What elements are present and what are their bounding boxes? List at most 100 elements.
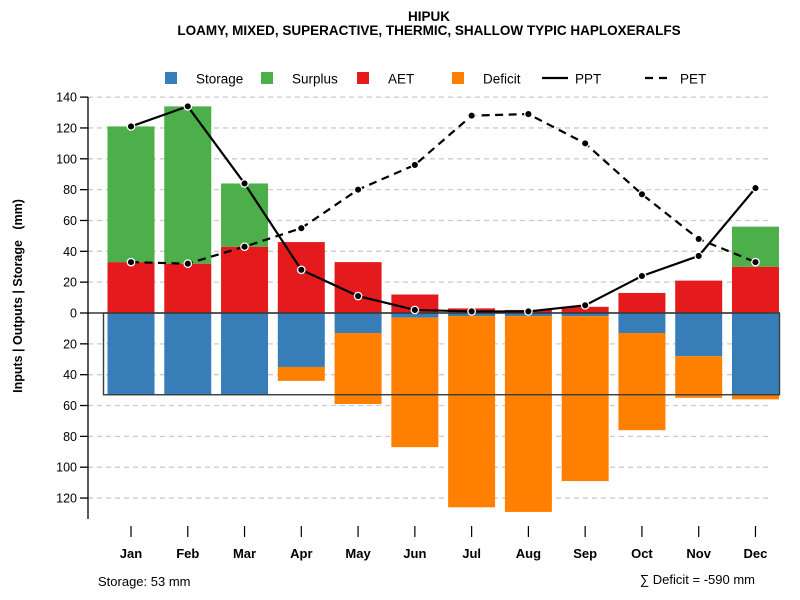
pet-marker-Feb <box>183 259 193 269</box>
y-tick-label-0: 0 <box>70 307 77 321</box>
ppt-marker-Apr <box>296 265 306 275</box>
bar-deficit-Dec <box>731 394 779 400</box>
bar-surplus-Jan <box>107 126 155 263</box>
y-tick-label-120: 120 <box>56 121 77 135</box>
bar-deficit-Nov <box>675 356 723 398</box>
y-tick-label--20: 20 <box>63 337 77 351</box>
month-label-Jan: Jan <box>120 546 142 561</box>
month-label-Jun: Jun <box>403 546 426 561</box>
ppt-marker-Jan <box>126 122 136 131</box>
bar-storage-Mar <box>221 313 269 395</box>
chart-title: HIPUK <box>408 9 450 24</box>
month-label-May: May <box>345 546 371 561</box>
bar-deficit-Jul <box>448 316 496 508</box>
y-tick-label--40: 40 <box>63 368 77 382</box>
ppt-marker-Dec <box>751 183 760 193</box>
chart-subtitle: LOAMY, MIXED, SUPERACTIVE, THERMIC, SHAL… <box>177 23 680 38</box>
month-label-Jul: Jul <box>462 546 481 561</box>
pet-marker-May <box>353 185 363 194</box>
bar-deficit-Aug <box>504 316 552 512</box>
y-tick-label--120: 120 <box>56 492 77 506</box>
legend-label-ppt: PPT <box>575 72 601 87</box>
bar-aet-Feb <box>164 263 212 313</box>
legend-swatch-storage <box>165 72 177 84</box>
chart-legend: Storage Surplus AET Deficit PPT PET <box>165 72 706 87</box>
ppt-marker-Oct <box>637 271 647 281</box>
bar-aet-Mar <box>221 246 269 313</box>
pet-marker-Mar <box>240 242 249 252</box>
y-tick-label--60: 60 <box>63 399 77 413</box>
bar-storage-Dec <box>731 313 779 395</box>
month-label-Sep: Sep <box>573 546 597 561</box>
bar-storage-May <box>334 313 382 334</box>
ppt-marker-Feb <box>183 102 193 111</box>
y-tick-label-20: 20 <box>63 276 77 290</box>
ppt-marker-May <box>353 291 363 301</box>
pet-marker-Aug <box>524 109 533 119</box>
pet-marker-Jul <box>467 111 476 120</box>
bar-aet-Nov <box>675 280 723 313</box>
month-label-Nov: Nov <box>686 546 711 561</box>
bar-storage-Feb <box>164 313 212 395</box>
pet-marker-Nov <box>694 234 704 244</box>
bar-aet-Jan <box>107 262 155 313</box>
ppt-marker-Aug <box>524 307 533 316</box>
ppt-marker-Jun <box>410 305 420 315</box>
bar-storage-Oct <box>618 313 666 334</box>
month-label-Mar: Mar <box>233 546 256 561</box>
bar-aet-Dec <box>731 266 779 313</box>
pet-marker-Dec <box>751 257 760 267</box>
pet-marker-Oct <box>637 189 647 199</box>
legend-label-pet: PET <box>680 72 706 87</box>
bar-deficit-Jun <box>391 317 439 448</box>
pet-marker-Sep <box>580 139 590 148</box>
ppt-marker-Jul <box>467 307 476 316</box>
ppt-marker-Nov <box>694 251 704 261</box>
y-tick-label-100: 100 <box>56 152 77 166</box>
y-tick-label-60: 60 <box>63 214 77 228</box>
legend-label-storage: Storage <box>196 72 243 87</box>
y-tick-label-80: 80 <box>63 183 77 197</box>
month-label-Dec: Dec <box>744 546 768 561</box>
legend-label-aet: AET <box>388 72 414 87</box>
y-tick-label--80: 80 <box>63 430 77 444</box>
bar-deficit-Sep <box>561 316 609 482</box>
plot-area: 140 120 100 80 60 40 20 0 20 40 60 80 100 120 Jan Feb Ma… <box>56 91 781 561</box>
bar-aet-Sep <box>561 306 609 313</box>
month-label-Aug: Aug <box>516 546 541 561</box>
pet-marker-Jun <box>410 160 420 170</box>
deficit-sum-annotation: ∑ Deficit = -590 mm <box>640 572 755 587</box>
y-tick-label--100: 100 <box>56 461 77 475</box>
legend-label-deficit: Deficit <box>483 72 521 87</box>
bar-storage-Apr <box>277 313 325 367</box>
bar-storage-Jun <box>391 313 439 318</box>
month-label-Oct: Oct <box>631 546 653 561</box>
y-tick-label-140: 140 <box>56 91 77 105</box>
bar-aet-May <box>334 262 382 313</box>
ppt-marker-Mar <box>240 179 249 188</box>
bar-storage-Sep <box>561 313 609 317</box>
ppt-marker-Sep <box>580 300 590 310</box>
bar-deficit-May <box>334 333 382 404</box>
y-tick-label-40: 40 <box>63 245 77 259</box>
bar-surplus-Mar <box>221 183 269 247</box>
bar-aet-Jun <box>391 294 439 313</box>
legend-swatch-aet <box>357 72 369 84</box>
bar-storage-Nov <box>675 313 723 357</box>
storage-annotation: Storage: 53 mm <box>98 574 191 589</box>
legend-swatch-deficit <box>452 72 464 84</box>
pet-marker-Apr <box>296 223 306 233</box>
bar-surplus-Feb <box>164 106 212 264</box>
month-label-Apr: Apr <box>290 546 312 561</box>
legend-swatch-surplus <box>261 72 273 84</box>
bar-deficit-Oct <box>618 333 666 431</box>
legend-label-surplus: Surplus <box>292 72 338 87</box>
month-label-Feb: Feb <box>176 546 199 561</box>
y-axis-title: Inputs | Outputs | Storage (mm) <box>11 199 25 393</box>
pet-line <box>130 112 756 265</box>
pet-marker-Jan <box>126 257 136 267</box>
bar-deficit-Apr <box>277 366 325 381</box>
bar-aet-Oct <box>618 292 666 313</box>
ppt-line <box>130 105 757 313</box>
